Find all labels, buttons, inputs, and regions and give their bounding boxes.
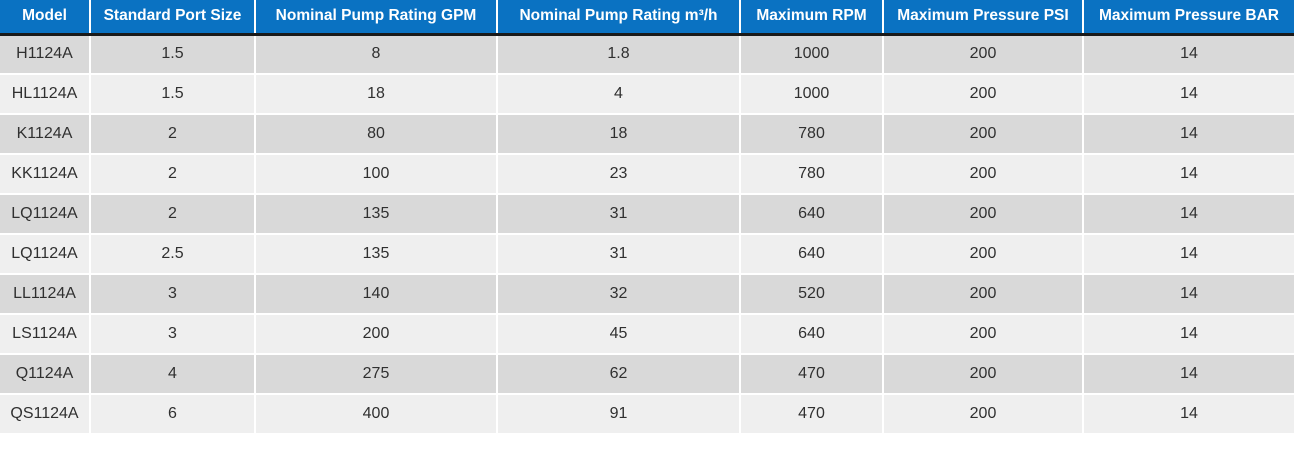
table-cell-max-psi: 200 [883,354,1084,395]
table-cell-rating-m3h: 91 [497,394,741,435]
table-cell-max-rpm: 640 [740,314,884,355]
table-cell-max-psi: 200 [883,114,1084,155]
column-header-max-psi: Maximum Pressure PSI [883,0,1084,36]
table-cell-model: LS1124A [0,314,91,355]
table-cell-max-psi: 200 [883,194,1084,235]
table-cell-max-rpm: 640 [740,194,884,235]
table-cell-model: Q1124A [0,354,91,395]
table-cell-rating-gpm: 100 [255,154,498,195]
table-row: QS1124A 6 400 91 470 200 14 [0,394,1294,435]
table-cell-max-bar: 14 [1083,354,1294,395]
table-cell-model: H1124A [0,34,91,75]
column-header-rating-m3h: Nominal Pump Rating m³/h [497,0,741,36]
table-cell-max-rpm: 1000 [740,74,884,115]
table-cell-port-size: 3 [90,274,256,315]
table-cell-rating-gpm: 135 [255,234,498,275]
column-header-max-rpm: Maximum RPM [740,0,884,36]
table-cell-max-bar: 14 [1083,274,1294,315]
table-cell-rating-m3h: 31 [497,234,741,275]
table-cell-model: K1124A [0,114,91,155]
table-cell-model: LQ1124A [0,194,91,235]
table-cell-max-psi: 200 [883,154,1084,195]
table-cell-max-bar: 14 [1083,314,1294,355]
table-cell-rating-m3h: 4 [497,74,741,115]
table-cell-max-psi: 200 [883,34,1084,75]
table-cell-port-size: 2 [90,194,256,235]
table-cell-max-psi: 200 [883,234,1084,275]
table-cell-rating-gpm: 400 [255,394,498,435]
column-header-max-bar: Maximum Pressure BAR [1083,0,1294,36]
table-row: Q1124A 4 275 62 470 200 14 [0,354,1294,395]
table-body: H1124A 1.5 8 1.8 1000 200 14 HL1124A 1.5 18 4 1000 2… [0,34,1294,435]
table-cell-max-rpm: 470 [740,354,884,395]
table-cell-model: KK1124A [0,154,91,195]
table-cell-port-size: 1.5 [90,34,256,75]
table-cell-rating-m3h: 1.8 [497,34,741,75]
table-cell-max-rpm: 780 [740,114,884,155]
table-row: KK1124A 2 100 23 780 200 14 [0,154,1294,195]
table-cell-rating-m3h: 45 [497,314,741,355]
table-cell-rating-gpm: 140 [255,274,498,315]
header-row: Model Standard Port Size Nominal Pump Rati… [0,0,1294,36]
table-cell-rating-m3h: 18 [497,114,741,155]
table-cell-model: LQ1124A [0,234,91,275]
table-cell-max-bar: 14 [1083,154,1294,195]
table-cell-max-psi: 200 [883,394,1084,435]
table-row: K1124A 2 80 18 780 200 14 [0,114,1294,155]
table-cell-max-psi: 200 [883,74,1084,115]
column-header-model: Model [0,0,91,36]
table-cell-rating-gpm: 80 [255,114,498,155]
table-cell-max-bar: 14 [1083,74,1294,115]
table-row: H1124A 1.5 8 1.8 1000 200 14 [0,34,1294,75]
table-cell-max-rpm: 520 [740,274,884,315]
table-cell-rating-gpm: 200 [255,314,498,355]
table-row: HL1124A 1.5 18 4 1000 200 14 [0,74,1294,115]
table-row: LQ1124A 2 135 31 640 200 14 [0,194,1294,235]
table-cell-model: HL1124A [0,74,91,115]
table-cell-port-size: 4 [90,354,256,395]
table-cell-model: LL1124A [0,274,91,315]
table-cell-port-size: 6 [90,394,256,435]
table-cell-rating-m3h: 32 [497,274,741,315]
table-cell-max-psi: 200 [883,314,1084,355]
table-cell-port-size: 2.5 [90,234,256,275]
column-header-port-size: Standard Port Size [90,0,256,36]
table-cell-rating-m3h: 62 [497,354,741,395]
table-cell-max-rpm: 1000 [740,34,884,75]
table-cell-rating-gpm: 18 [255,74,498,115]
table-cell-rating-gpm: 135 [255,194,498,235]
table-cell-rating-gpm: 8 [255,34,498,75]
table-cell-port-size: 2 [90,114,256,155]
table-cell-max-rpm: 640 [740,234,884,275]
table-cell-max-psi: 200 [883,274,1084,315]
table-cell-rating-gpm: 275 [255,354,498,395]
table-cell-model: QS1124A [0,394,91,435]
pump-spec-table: Model Standard Port Size Nominal Pump Rati… [0,0,1294,435]
table-cell-max-rpm: 470 [740,394,884,435]
table-cell-port-size: 1.5 [90,74,256,115]
table-cell-max-bar: 14 [1083,114,1294,155]
table-cell-max-rpm: 780 [740,154,884,195]
table-row: LS1124A 3 200 45 640 200 14 [0,314,1294,355]
table-cell-max-bar: 14 [1083,34,1294,75]
table-cell-max-bar: 14 [1083,394,1294,435]
table-cell-max-bar: 14 [1083,194,1294,235]
table-cell-rating-m3h: 23 [497,154,741,195]
table-row: LQ1124A 2.5 135 31 640 200 14 [0,234,1294,275]
table-cell-rating-m3h: 31 [497,194,741,235]
column-header-rating-gpm: Nominal Pump Rating GPM [255,0,498,36]
table-cell-port-size: 2 [90,154,256,195]
table-cell-port-size: 3 [90,314,256,355]
table-cell-max-bar: 14 [1083,234,1294,275]
table-row: LL1124A 3 140 32 520 200 14 [0,274,1294,315]
